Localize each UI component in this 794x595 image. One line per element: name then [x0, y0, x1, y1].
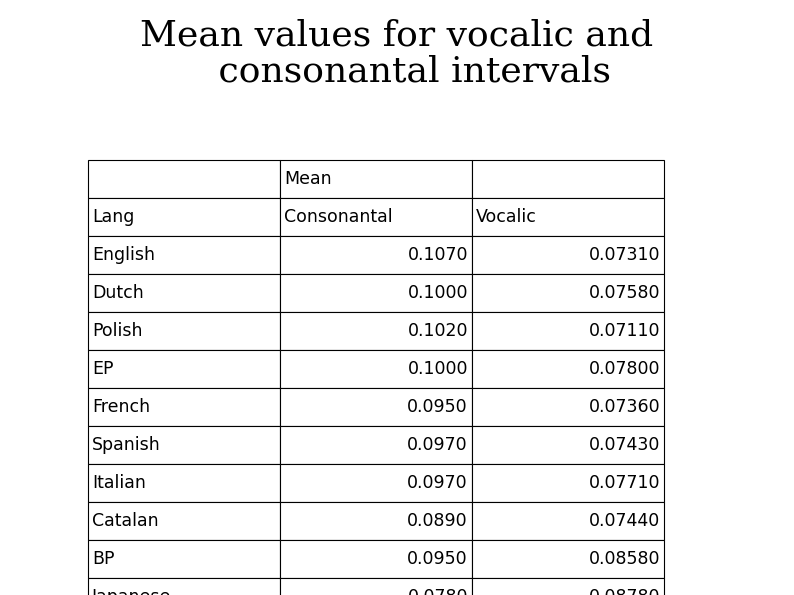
Text: 0.07800: 0.07800	[588, 360, 660, 378]
Text: 0.1000: 0.1000	[407, 360, 468, 378]
Bar	[280, 198, 472, 236]
Text: 0.07360: 0.07360	[588, 398, 660, 416]
Bar	[88, 160, 280, 198]
Bar	[88, 312, 280, 350]
Text: 0.0970: 0.0970	[407, 474, 468, 492]
Bar	[472, 236, 664, 274]
Bar	[88, 274, 280, 312]
Text: 0.0970: 0.0970	[407, 436, 468, 454]
Bar	[280, 274, 472, 312]
Bar	[280, 236, 472, 274]
Bar	[472, 464, 664, 502]
Text: French: French	[92, 398, 150, 416]
Text: 0.07430: 0.07430	[588, 436, 660, 454]
Bar	[280, 578, 472, 595]
Text: 0.0890: 0.0890	[407, 512, 468, 530]
Bar	[472, 426, 664, 464]
Text: 0.1070: 0.1070	[407, 246, 468, 264]
Text: 0.07440: 0.07440	[588, 512, 660, 530]
Text: Italian: Italian	[92, 474, 146, 492]
Bar	[280, 350, 472, 388]
Text: Consonantal: Consonantal	[284, 208, 392, 226]
Text: 0.07310: 0.07310	[588, 246, 660, 264]
Bar	[280, 160, 472, 198]
Bar	[88, 540, 280, 578]
Bar	[472, 160, 664, 198]
Text: 0.1020: 0.1020	[407, 322, 468, 340]
Text: Spanish: Spanish	[92, 436, 160, 454]
Text: BP: BP	[92, 550, 114, 568]
Bar	[472, 578, 664, 595]
Bar	[280, 502, 472, 540]
Text: 0.07710: 0.07710	[588, 474, 660, 492]
Text: English: English	[92, 246, 155, 264]
Bar	[472, 502, 664, 540]
Bar	[280, 540, 472, 578]
Text: EP: EP	[92, 360, 114, 378]
Bar	[88, 388, 280, 426]
Text: 0.1000: 0.1000	[407, 284, 468, 302]
Bar	[472, 540, 664, 578]
Bar	[280, 388, 472, 426]
Bar	[280, 312, 472, 350]
Bar	[472, 274, 664, 312]
Bar	[88, 236, 280, 274]
Text: Japanese: Japanese	[92, 588, 172, 595]
Text: 0.0950: 0.0950	[407, 550, 468, 568]
Text: 0.08780: 0.08780	[588, 588, 660, 595]
Bar	[472, 388, 664, 426]
Text: Dutch: Dutch	[92, 284, 144, 302]
Text: Vocalic: Vocalic	[476, 208, 537, 226]
Text: Polish: Polish	[92, 322, 142, 340]
Bar	[88, 502, 280, 540]
Bar	[88, 578, 280, 595]
Bar	[472, 198, 664, 236]
Text: 0.07110: 0.07110	[588, 322, 660, 340]
Text: Catalan: Catalan	[92, 512, 159, 530]
Text: Mean: Mean	[284, 170, 332, 188]
Bar	[88, 198, 280, 236]
Bar	[88, 350, 280, 388]
Text: consonantal intervals: consonantal intervals	[183, 54, 611, 88]
Bar	[280, 426, 472, 464]
Text: 0.08580: 0.08580	[588, 550, 660, 568]
Text: Mean values for vocalic and: Mean values for vocalic and	[141, 18, 653, 52]
Text: 0.0950: 0.0950	[407, 398, 468, 416]
Text: Lang: Lang	[92, 208, 134, 226]
Bar	[280, 464, 472, 502]
Bar	[88, 426, 280, 464]
Text: 0.07580: 0.07580	[588, 284, 660, 302]
Bar	[88, 464, 280, 502]
Bar	[472, 312, 664, 350]
Text: 0.0780: 0.0780	[407, 588, 468, 595]
Bar	[472, 350, 664, 388]
